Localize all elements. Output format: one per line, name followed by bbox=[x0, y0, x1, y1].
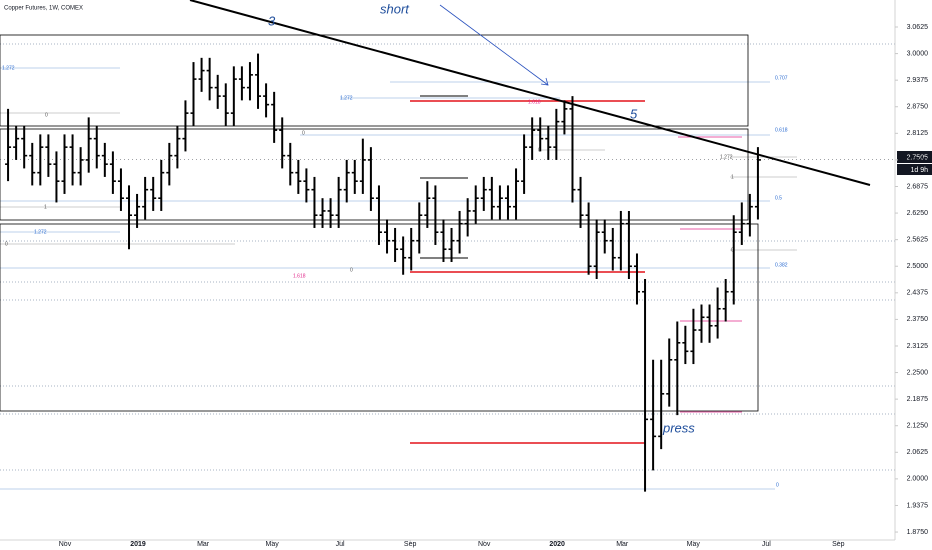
y-tick-label: 2.0625 bbox=[907, 449, 929, 456]
y-tick-label: 2.1250 bbox=[907, 423, 929, 430]
annotation: 3 bbox=[268, 13, 276, 28]
x-tick-label: Nov bbox=[59, 541, 72, 548]
fib-label: 0.707 bbox=[775, 75, 788, 81]
fib-label: 0 bbox=[776, 482, 779, 488]
fib-label: 0 bbox=[731, 247, 734, 253]
y-tick-label: 2.9375 bbox=[907, 77, 929, 84]
x-tick-label: Nov bbox=[478, 541, 491, 548]
annotation: 5 bbox=[630, 106, 638, 121]
countdown-box bbox=[897, 164, 932, 175]
fib-label: 1.272 bbox=[720, 154, 733, 160]
y-tick-label: 2.3750 bbox=[907, 316, 929, 323]
x-tick-label: 2019 bbox=[130, 541, 146, 548]
fib-label: 0 bbox=[45, 112, 48, 118]
trendline bbox=[189, 0, 871, 186]
box bbox=[0, 128, 749, 221]
y-tick-label: 1.8750 bbox=[907, 529, 929, 536]
y-tick-label: 2.3125 bbox=[907, 343, 929, 350]
annotation: press bbox=[662, 420, 695, 435]
y-tick-label: 2.2500 bbox=[907, 369, 929, 376]
fib-label: 1 bbox=[44, 204, 47, 210]
fib-label: 0 bbox=[5, 241, 8, 247]
y-tick-label: 3.0000 bbox=[907, 50, 929, 57]
y-tick-label: 2.8125 bbox=[907, 130, 929, 137]
x-tick-label: Jul bbox=[336, 541, 345, 548]
x-tick-label: Sep bbox=[832, 541, 845, 548]
x-tick-label: Jul bbox=[762, 541, 771, 548]
y-tick-label: 2.5625 bbox=[907, 236, 929, 243]
last-price-label: 2.7505 bbox=[907, 154, 929, 161]
fib-label: 1.618 bbox=[528, 99, 541, 105]
x-tick-label: Mar bbox=[197, 541, 210, 548]
fib-label: 0 bbox=[350, 267, 353, 273]
y-tick-label: 2.6250 bbox=[907, 210, 929, 217]
last-price-box bbox=[897, 151, 932, 163]
annotation: short bbox=[380, 1, 410, 16]
fib-label: 1.272 bbox=[2, 65, 15, 71]
fib-label: 1 bbox=[731, 174, 734, 180]
box bbox=[0, 34, 749, 127]
x-tick-label: Mar bbox=[616, 541, 629, 548]
y-tick-label: 2.7500 bbox=[907, 157, 929, 164]
y-tick-label: 3.0625 bbox=[907, 24, 929, 31]
fib-label: 1.272 bbox=[34, 229, 47, 235]
fib-label: 0.618 bbox=[775, 127, 788, 133]
fib-label: 1.618 bbox=[293, 273, 306, 279]
y-tick-label: 2.8750 bbox=[907, 104, 929, 111]
fib-label: 0.5 bbox=[775, 195, 782, 201]
countdown: 1d 9h bbox=[910, 167, 928, 174]
drawings bbox=[0, 0, 895, 490]
y-tick-label: 2.0000 bbox=[907, 476, 929, 483]
y-tick-label: 2.5000 bbox=[907, 263, 929, 270]
y-tick-label: 2.4375 bbox=[907, 290, 929, 297]
x-tick-label: Sep bbox=[404, 541, 417, 548]
fib-label: 1.272 bbox=[340, 95, 353, 101]
fib-label: 0.382 bbox=[775, 262, 788, 268]
arrow bbox=[439, 4, 549, 86]
arrow-head bbox=[540, 77, 549, 86]
chart-title: Copper Futures, 1W, COMEX bbox=[4, 6, 83, 12]
x-tick-label: May bbox=[687, 541, 701, 548]
y-tick-label: 1.9375 bbox=[907, 502, 929, 509]
y-tick-label: 2.6875 bbox=[907, 183, 929, 190]
y-tick-label: 2.1875 bbox=[907, 396, 929, 403]
x-tick-label: May bbox=[266, 541, 280, 548]
fib-label: 0 bbox=[302, 130, 305, 136]
x-tick-label: 2020 bbox=[549, 541, 565, 548]
